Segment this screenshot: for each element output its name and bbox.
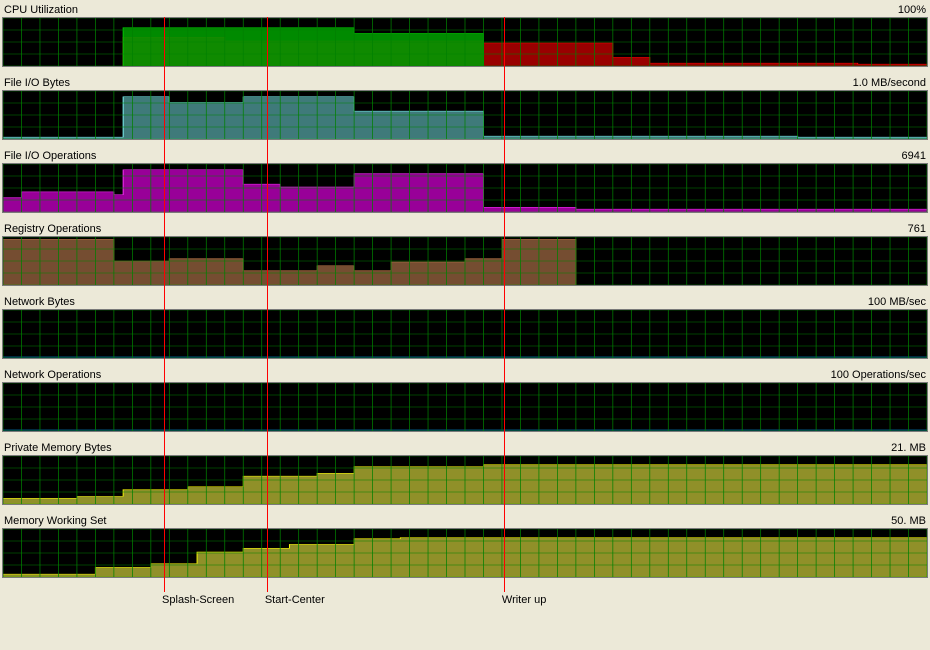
chart bbox=[2, 17, 928, 67]
panel-scale-label: 6941 bbox=[902, 150, 926, 162]
panel-scale-label: 1.0 MB/second bbox=[853, 77, 926, 89]
panel-scale-label: 50. MB bbox=[891, 515, 926, 527]
chart bbox=[2, 382, 928, 432]
panel-5: Network Operations 100 Operations/sec bbox=[2, 369, 928, 432]
chart bbox=[2, 309, 928, 359]
panel-header: CPU Utilization 100% bbox=[2, 4, 928, 17]
perf-monitor-window: CPU Utilization 100% File I/O Bytes 1.0 MB/… bbox=[0, 0, 930, 650]
panel-6: Private Memory Bytes 21. MB bbox=[2, 442, 928, 505]
panel-header: Memory Working Set 50. MB bbox=[2, 515, 928, 528]
panel-4: Network Bytes 100 MB/sec bbox=[2, 296, 928, 359]
panel-header: Private Memory Bytes 21. MB bbox=[2, 442, 928, 455]
panel-scale-label: 761 bbox=[908, 223, 926, 235]
panel-title: Memory Working Set bbox=[4, 515, 107, 527]
chart bbox=[2, 236, 928, 286]
panel-1: File I/O Bytes 1.0 MB/second bbox=[2, 77, 928, 140]
panel-title: Registry Operations bbox=[4, 223, 101, 235]
event-marker-line bbox=[267, 17, 268, 592]
panel-title: CPU Utilization bbox=[4, 4, 78, 16]
panel-title: Network Bytes bbox=[4, 296, 75, 308]
chart bbox=[2, 455, 928, 505]
chart bbox=[2, 163, 928, 213]
panel-header: Network Operations 100 Operations/sec bbox=[2, 369, 928, 382]
panel-scale-label: 100 Operations/sec bbox=[831, 369, 926, 381]
panel-title: File I/O Bytes bbox=[4, 77, 70, 89]
panel-scale-label: 21. MB bbox=[891, 442, 926, 454]
event-marker-label: Splash-Screen bbox=[162, 594, 234, 606]
panel-title: File I/O Operations bbox=[4, 150, 96, 162]
panel-title: Network Operations bbox=[4, 369, 101, 381]
panel-scale-label: 100% bbox=[898, 4, 926, 16]
panel-title: Private Memory Bytes bbox=[4, 442, 112, 454]
panel-scale-label: 100 MB/sec bbox=[868, 296, 926, 308]
panel-header: File I/O Bytes 1.0 MB/second bbox=[2, 77, 928, 90]
chart bbox=[2, 90, 928, 140]
panel-3: Registry Operations 761 bbox=[2, 223, 928, 286]
event-marker-line bbox=[164, 17, 165, 592]
panel-7: Memory Working Set 50. MB bbox=[2, 515, 928, 578]
event-marker-label: Writer up bbox=[502, 594, 546, 606]
panel-2: File I/O Operations 6941 bbox=[2, 150, 928, 213]
event-marker-line bbox=[504, 17, 505, 592]
panel-header: Registry Operations 761 bbox=[2, 223, 928, 236]
event-marker-label: Start-Center bbox=[265, 594, 325, 606]
panel-header: File I/O Operations 6941 bbox=[2, 150, 928, 163]
panel-header: Network Bytes 100 MB/sec bbox=[2, 296, 928, 309]
panels-container: CPU Utilization 100% File I/O Bytes 1.0 MB/… bbox=[2, 4, 928, 578]
panel-0: CPU Utilization 100% bbox=[2, 4, 928, 67]
chart bbox=[2, 528, 928, 578]
